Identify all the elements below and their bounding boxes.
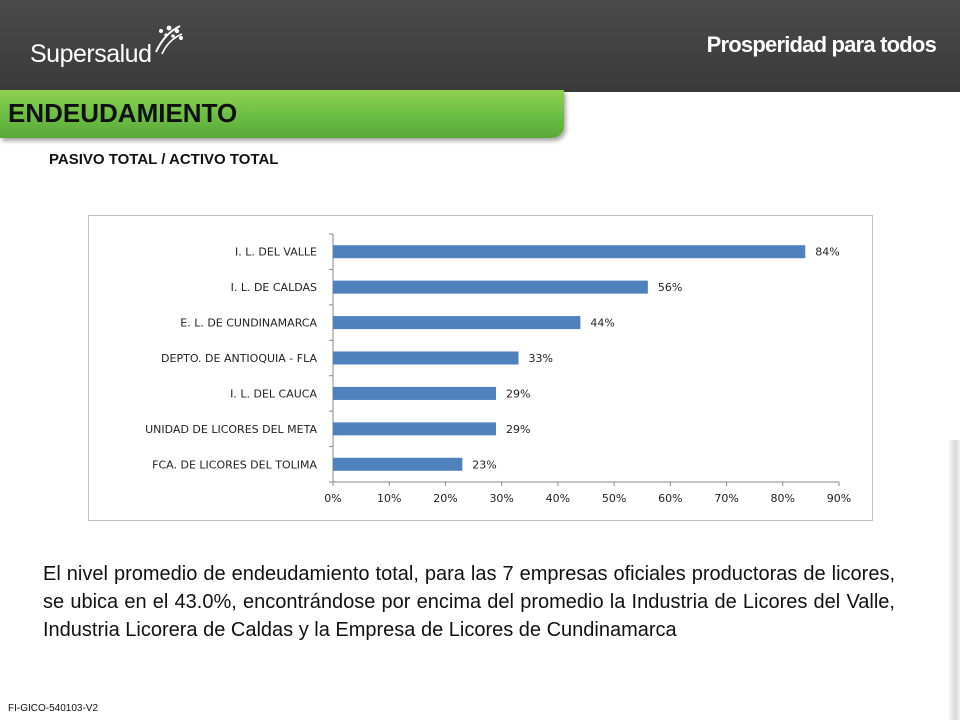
chart-subtitle: PASIVO TOTAL / ACTIVO TOTAL: [49, 151, 279, 168]
header-bar: Supersalud Prosperidad para todos: [0, 0, 960, 92]
x-tick-label: 30%: [489, 492, 513, 505]
data-label: 56%: [658, 281, 682, 294]
summary-paragraph: El nivel promedio de endeudamiento total…: [43, 563, 895, 641]
data-label: 33%: [529, 352, 553, 365]
x-tick-label: 90%: [827, 492, 851, 505]
chart-frame: 84% I. L. DEL VALLE 56% I. L. DE CALDAS 44% E…: [88, 215, 873, 521]
data-label: 29%: [506, 387, 530, 400]
bar: [333, 316, 581, 330]
bar: [333, 422, 497, 436]
x-tick-label: 40%: [546, 492, 570, 505]
data-label: 23%: [472, 458, 496, 471]
x-tick-label: 10%: [377, 492, 401, 505]
bar-chart: 84% I. L. DEL VALLE 56% I. L. DE CALDAS 44% E…: [145, 233, 851, 505]
bar: [333, 280, 648, 294]
supersalud-logo: Supersalud: [26, 18, 196, 72]
logo-text: Supersalud: [30, 40, 152, 68]
bar: [333, 245, 806, 259]
data-label: 84%: [815, 246, 839, 259]
slogan-logo: Prosperidad para todos: [706, 32, 937, 57]
x-tick-label: 0%: [324, 492, 341, 505]
category-label: E. L. DE CUNDINAMARCA: [180, 317, 317, 330]
footer-code: FI-GICO-540103-V2: [8, 703, 99, 714]
x-tick-label: 60%: [658, 492, 682, 505]
category-label: UNIDAD DE LICORES DEL META: [145, 423, 317, 436]
x-tick-label: 70%: [714, 492, 738, 505]
data-label: 29%: [506, 423, 530, 436]
category-label: FCA. DE LICORES DEL TOLIMA: [152, 458, 317, 471]
x-tick-label: 50%: [602, 492, 626, 505]
category-label: DEPTO. DE ANTIOQUIA - FLA: [161, 352, 317, 365]
starburst-icon: [155, 25, 183, 55]
title-banner: ENDEUDAMIENTO: [0, 90, 564, 138]
bar: [333, 457, 463, 471]
bar: [333, 351, 519, 365]
x-tick-label: 80%: [771, 492, 795, 505]
category-label: I. L. DE CALDAS: [231, 281, 317, 294]
page-title: ENDEUDAMIENTO: [8, 98, 238, 128]
category-label: I. L. DEL VALLE: [235, 246, 317, 259]
bar: [333, 386, 497, 400]
page-edge-shadow: [948, 440, 960, 720]
category-label: I. L. DEL CAUCA: [230, 387, 317, 400]
data-label: 44%: [590, 317, 614, 330]
x-tick-label: 20%: [433, 492, 457, 505]
